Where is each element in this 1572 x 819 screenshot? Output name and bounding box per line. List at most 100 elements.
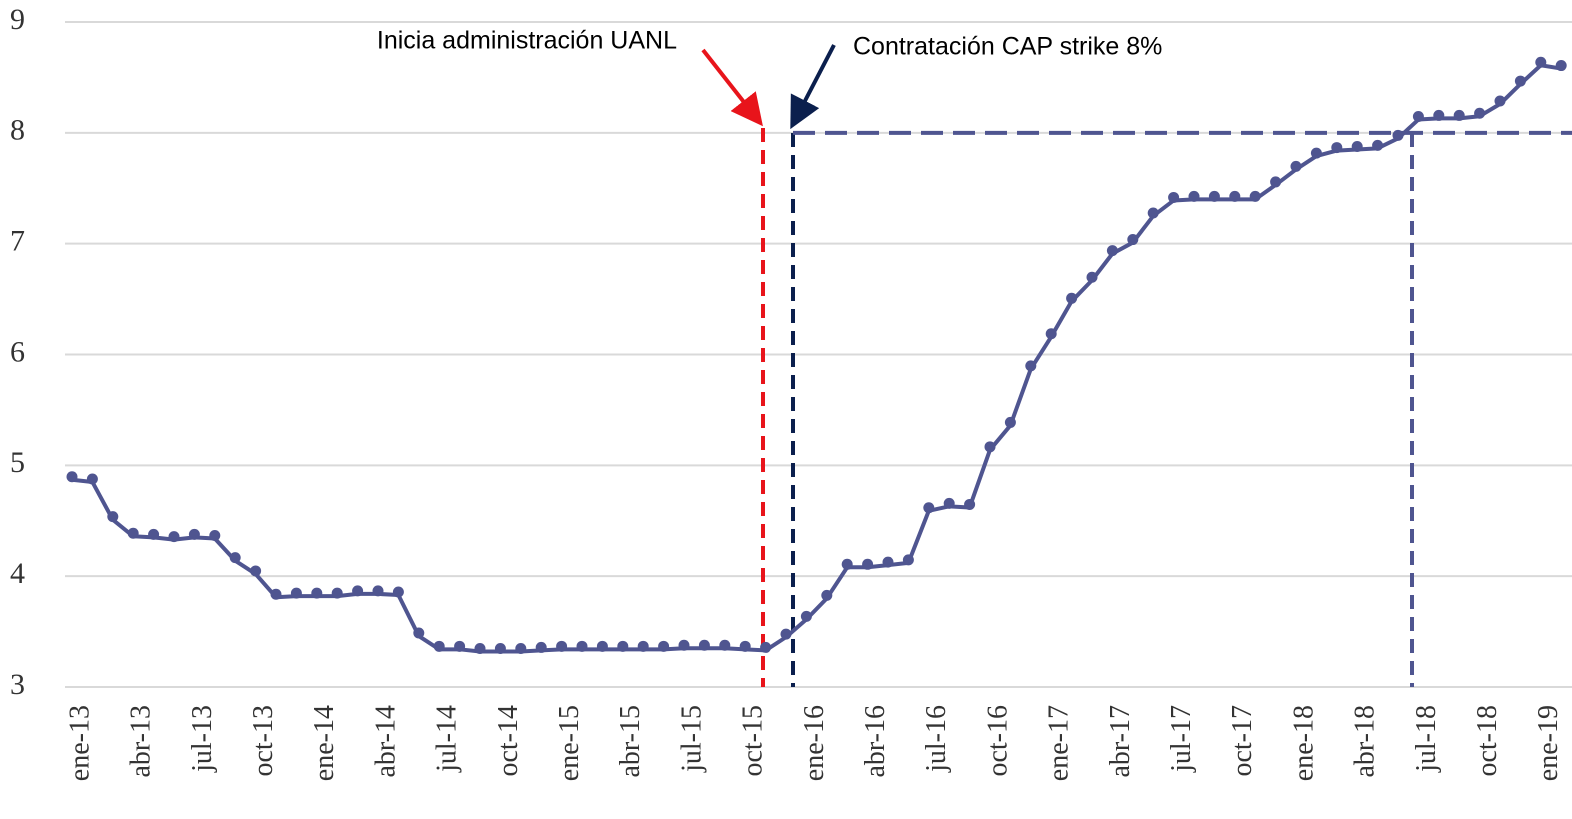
- data-point: [658, 640, 670, 652]
- arrow: [790, 44, 836, 130]
- data-point: [290, 587, 302, 599]
- x-tick-label: abr-18: [1350, 705, 1381, 778]
- x-tick-label: jul-15: [676, 705, 707, 773]
- data-point: [678, 639, 690, 651]
- data-point: [474, 643, 486, 655]
- data-point: [168, 531, 180, 543]
- data-point: [433, 640, 445, 652]
- series-line: [71, 63, 1562, 654]
- x-tick-label: abr-16: [860, 705, 891, 778]
- data-point: [841, 558, 853, 570]
- x-tick-label: oct-16: [982, 705, 1013, 777]
- data-point: [1453, 109, 1465, 121]
- y-tick-label: 7: [10, 225, 25, 258]
- x-tick-label: jul-16: [921, 705, 952, 773]
- x-tick-label: abr-14: [370, 705, 401, 778]
- data-point: [86, 473, 98, 485]
- x-tick-label: jul-18: [1411, 705, 1442, 773]
- data-point: [209, 529, 221, 541]
- data-point: [1229, 190, 1241, 202]
- data-point: [1310, 147, 1322, 159]
- data-point: [698, 639, 710, 651]
- data-point: [229, 552, 241, 564]
- data-point: [964, 498, 976, 510]
- data-point: [1290, 160, 1302, 172]
- data-point: [760, 641, 772, 653]
- x-tick-label: ene-17: [1044, 705, 1075, 781]
- data-point: [1086, 271, 1098, 283]
- data-point: [637, 640, 649, 652]
- data-point: [780, 628, 792, 640]
- data-point: [66, 471, 78, 483]
- x-tick-label: oct-18: [1472, 705, 1503, 777]
- data-point: [923, 502, 935, 514]
- data-point: [127, 527, 139, 539]
- y-tick-label: 9: [10, 3, 25, 36]
- data-point: [1168, 191, 1180, 203]
- data-point: [1331, 142, 1343, 154]
- data-point: [617, 640, 629, 652]
- data-point: [882, 556, 894, 568]
- data-point: [943, 497, 955, 509]
- annotation: Inicia administración UANL: [377, 27, 677, 55]
- arrow: [701, 48, 763, 127]
- x-tick-label: oct-17: [1227, 705, 1258, 777]
- x-tick-label: oct-13: [248, 705, 279, 777]
- data-point: [1004, 416, 1016, 428]
- annotation: Contratación CAP strike 8%: [853, 33, 1162, 61]
- data-point: [739, 640, 751, 652]
- data-point: [331, 587, 343, 599]
- x-tick-label: jul-13: [187, 705, 218, 773]
- data-point: [1433, 109, 1445, 121]
- x-tick-label: jul-14: [432, 705, 463, 773]
- data-point: [1412, 111, 1424, 123]
- x-tick-label: ene-14: [309, 705, 340, 781]
- data-point: [1535, 56, 1547, 68]
- x-tick-label: ene-18: [1288, 705, 1319, 781]
- y-tick-label: 6: [10, 335, 25, 368]
- data-point: [352, 585, 364, 597]
- data-point: [1351, 140, 1363, 152]
- x-tick-label: abr-17: [1105, 705, 1136, 778]
- x-tick-label: ene-16: [799, 705, 830, 781]
- data-point: [719, 639, 731, 651]
- x-tick-label: ene-15: [554, 705, 585, 781]
- data-point: [1372, 139, 1384, 151]
- x-tick-label: abr-13: [126, 705, 157, 778]
- x-tick-label: ene-13: [64, 705, 95, 781]
- data-point: [515, 643, 527, 655]
- data-point: [1494, 95, 1506, 107]
- data-point: [1474, 107, 1486, 119]
- data-point: [1249, 190, 1261, 202]
- y-tick-label: 5: [10, 446, 25, 479]
- data-point: [270, 588, 282, 600]
- data-point: [1025, 360, 1037, 372]
- data-point: [1208, 190, 1220, 202]
- x-tick-label: jul-17: [1166, 705, 1197, 773]
- data-point: [1514, 75, 1526, 87]
- data-point: [311, 587, 323, 599]
- x-tick-label: oct-14: [493, 705, 524, 777]
- data-point: [1270, 176, 1282, 188]
- data-point: [556, 640, 568, 652]
- x-tick-label: oct-15: [738, 705, 769, 777]
- y-tick-label: 8: [10, 114, 25, 147]
- data-point: [1555, 60, 1567, 72]
- data-point: [392, 586, 404, 598]
- data-point: [1127, 234, 1139, 246]
- y-tick-label: 3: [10, 668, 25, 701]
- data-point: [1188, 190, 1200, 202]
- data-point: [250, 565, 262, 577]
- data-point: [188, 528, 200, 540]
- data-point: [148, 528, 160, 540]
- data-point: [1147, 207, 1159, 219]
- data-point: [454, 640, 466, 652]
- data-point: [413, 627, 425, 639]
- y-tick-label: 4: [10, 557, 25, 590]
- data-point: [984, 441, 996, 453]
- data-point: [494, 643, 506, 655]
- data-point: [596, 640, 608, 652]
- data-point: [535, 641, 547, 653]
- data-point: [821, 589, 833, 601]
